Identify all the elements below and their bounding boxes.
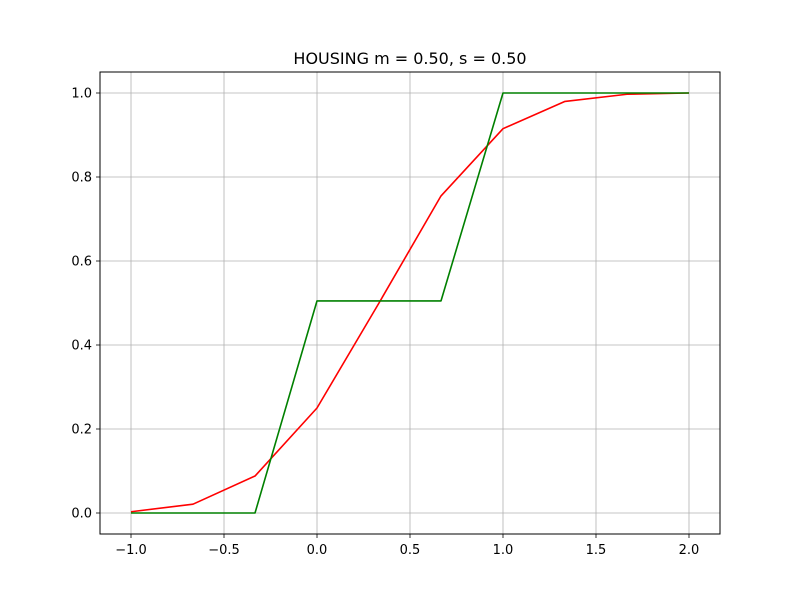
y-tick-label: 0.0: [71, 507, 92, 522]
x-tick-label: 1.0: [493, 543, 514, 558]
y-tick-label: 0.2: [71, 423, 92, 438]
x-tick-label: 0.0: [307, 543, 328, 558]
x-tick-label: 1.5: [586, 543, 607, 558]
axis-ticks: −1.0 −0.5 0.0 0.5 1.0 1.5 2.0 0.0 0.2 0.4 0.6 0.8 1.…: [71, 87, 699, 559]
y-tick-label: 0.8: [71, 171, 92, 186]
y-tick-label: 0.6: [71, 255, 92, 270]
y-tick-label: 0.4: [71, 339, 92, 354]
x-tick-label: −1.0: [115, 543, 147, 558]
x-tick-label: 2.0: [679, 543, 700, 558]
x-tick-label: 0.5: [400, 543, 421, 558]
series-lines: [130, 92, 690, 514]
series-line-1: [130, 92, 690, 513]
y-tick-label: 1.0: [71, 87, 92, 102]
x-tick-label: −0.5: [208, 543, 240, 558]
series-line-2: [131, 92, 689, 514]
chart-title: HOUSING m = 0.50, s = 0.50: [293, 49, 526, 68]
